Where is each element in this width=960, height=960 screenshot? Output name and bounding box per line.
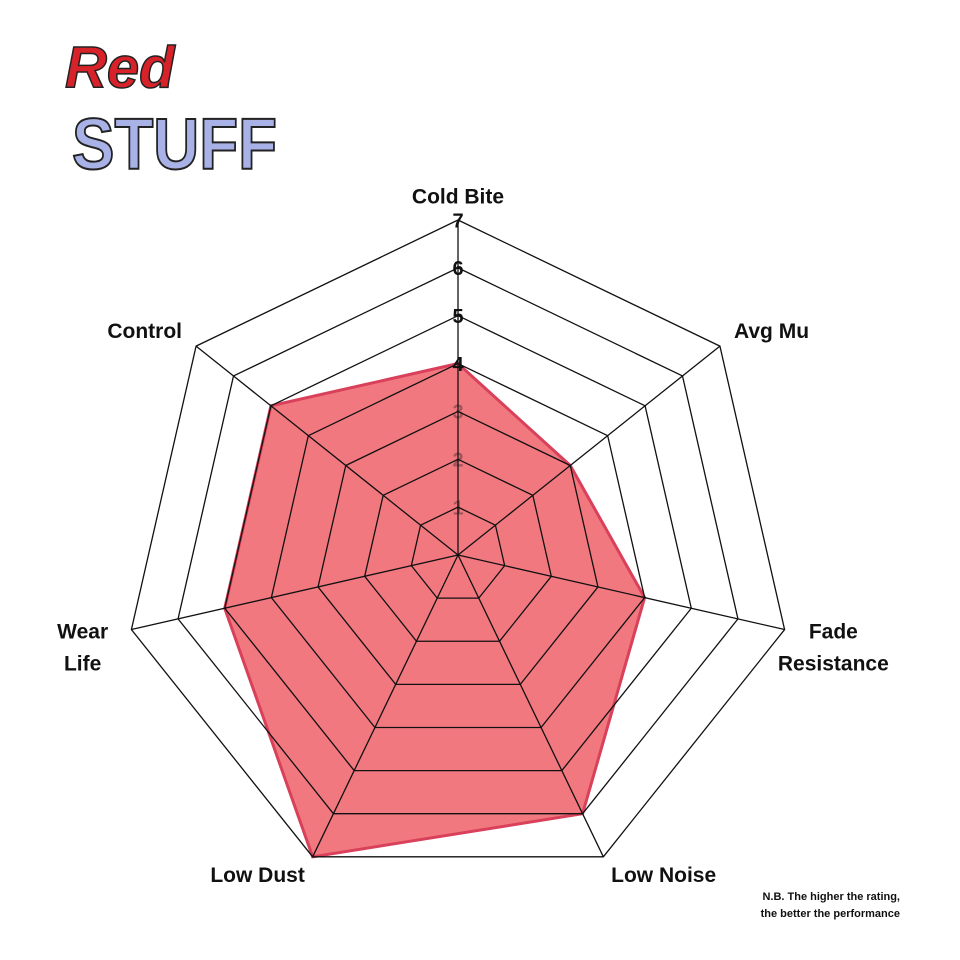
grid-ring xyxy=(410,506,506,599)
spoke xyxy=(131,554,459,631)
grid-ring xyxy=(270,362,646,729)
category-label: Wear Life xyxy=(57,620,108,675)
tick-label: 1 xyxy=(452,497,463,519)
category-label: Control xyxy=(107,320,182,343)
grid-ring xyxy=(177,267,739,815)
logo-red: Red xyxy=(65,35,176,100)
category-label: Low Dust xyxy=(210,864,305,887)
grid-ring xyxy=(130,219,786,858)
data-area xyxy=(223,361,647,859)
tick-label: 4 xyxy=(452,354,464,376)
category-label: Fade Resistance xyxy=(778,620,889,675)
spoke xyxy=(457,554,604,858)
tick-label: 6 xyxy=(452,258,463,280)
tick-label: 2 xyxy=(452,450,463,472)
grid-ring xyxy=(363,458,553,642)
category-label: Cold Bite xyxy=(412,186,504,209)
spoke xyxy=(457,345,721,556)
note-line: the better the performance xyxy=(761,908,900,920)
spoke xyxy=(457,554,785,631)
logo-stuff: STUFF xyxy=(72,105,277,185)
tick-label: 5 xyxy=(452,306,463,328)
spoke xyxy=(195,345,459,556)
tick-label: 7 xyxy=(452,210,463,232)
category-label: Avg Mu xyxy=(734,320,809,343)
category-label: Low Noise xyxy=(611,864,716,887)
grid-ring xyxy=(224,314,692,772)
grid-ring xyxy=(317,410,599,686)
spoke xyxy=(312,554,459,858)
tick-label: 3 xyxy=(452,402,463,424)
note-line: N.B. The higher the rating, xyxy=(762,891,900,903)
